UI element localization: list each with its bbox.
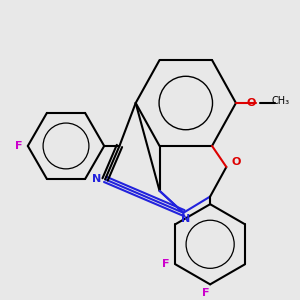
Text: N: N <box>92 174 101 184</box>
Text: F: F <box>14 141 22 151</box>
Text: F: F <box>162 259 169 269</box>
Text: O: O <box>247 98 256 108</box>
Text: CH₃: CH₃ <box>272 96 290 106</box>
Text: O: O <box>231 157 241 167</box>
Text: F: F <box>202 288 209 298</box>
Text: N: N <box>181 214 190 224</box>
